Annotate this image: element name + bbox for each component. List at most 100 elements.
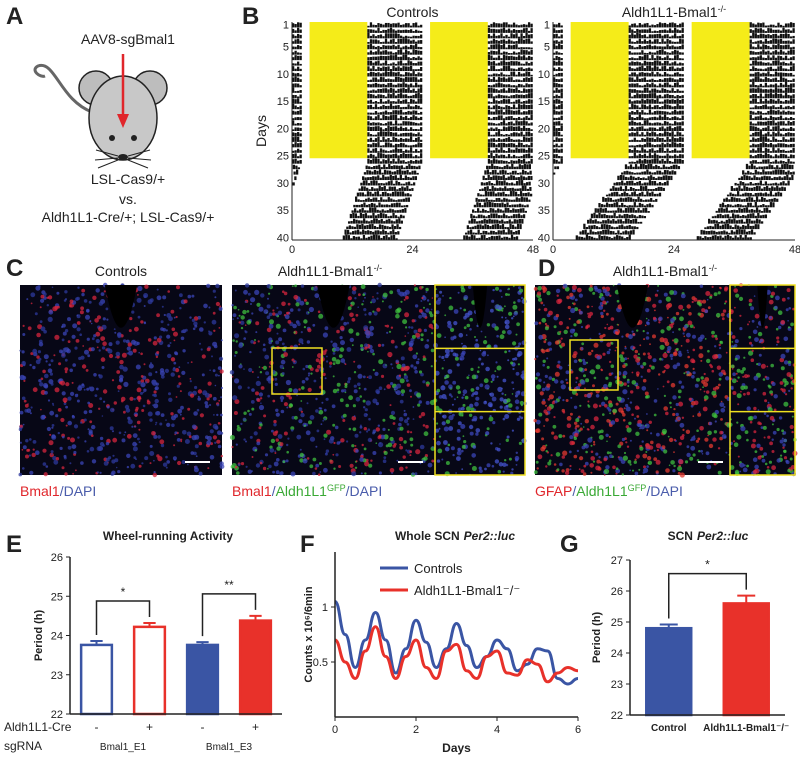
cell-signal bbox=[200, 348, 203, 351]
cell-signal bbox=[359, 431, 362, 434]
activity-bar bbox=[634, 218, 638, 224]
activity-bar bbox=[415, 77, 418, 82]
activity-bar bbox=[489, 208, 492, 213]
light-phase bbox=[430, 22, 488, 159]
activity-bar bbox=[351, 210, 354, 213]
activity-bar bbox=[784, 133, 788, 137]
cell-signal bbox=[363, 447, 367, 451]
activity-bar bbox=[527, 131, 531, 137]
activity-bar bbox=[653, 122, 657, 126]
activity-bar bbox=[520, 38, 523, 44]
activity-bar bbox=[777, 191, 780, 197]
activity-bar bbox=[553, 58, 556, 61]
activity-bar bbox=[500, 109, 503, 115]
activity-bar bbox=[384, 66, 388, 72]
activity-bar bbox=[779, 133, 783, 137]
activity-bar bbox=[487, 87, 491, 93]
activity-bar bbox=[631, 89, 634, 93]
activity-bar bbox=[777, 85, 780, 88]
activity-bar bbox=[365, 204, 369, 208]
cell-signal bbox=[245, 465, 248, 468]
activity-bar bbox=[512, 61, 516, 66]
cell-signal bbox=[232, 395, 238, 401]
activity-bar bbox=[656, 33, 659, 39]
activity-bar bbox=[638, 172, 641, 175]
activity-bar bbox=[660, 167, 663, 170]
cell-signal bbox=[64, 290, 68, 294]
cell-signal bbox=[137, 380, 141, 385]
activity-bar bbox=[774, 50, 778, 55]
cell-signal bbox=[430, 348, 435, 353]
activity-bar bbox=[622, 189, 625, 191]
activity-bar bbox=[749, 107, 752, 110]
activity-bar bbox=[521, 185, 524, 191]
cell-signal bbox=[42, 369, 46, 374]
activity-bar bbox=[492, 57, 496, 61]
cell-signal bbox=[147, 411, 153, 417]
cell-signal bbox=[291, 285, 294, 287]
cell-signal bbox=[137, 395, 142, 400]
activity-bar bbox=[395, 165, 398, 170]
cell-signal bbox=[70, 391, 75, 396]
activity-bar bbox=[525, 105, 528, 110]
activity-bar bbox=[505, 22, 508, 28]
cell-signal bbox=[358, 293, 361, 297]
cell-signal bbox=[31, 452, 36, 458]
activity-bar bbox=[355, 236, 358, 240]
activity-bar bbox=[392, 145, 395, 148]
activity-bar bbox=[619, 208, 623, 213]
activity-bar bbox=[681, 28, 684, 33]
activity-bar bbox=[789, 72, 793, 77]
activity-bar bbox=[779, 82, 783, 88]
activity-bar bbox=[386, 226, 389, 230]
cell-signal bbox=[175, 315, 178, 319]
activity-bar bbox=[392, 123, 395, 126]
cell-signal bbox=[314, 467, 318, 470]
activity-bar bbox=[587, 219, 590, 224]
cell-signal bbox=[390, 326, 394, 329]
activity-bar bbox=[527, 51, 531, 55]
activity-bar bbox=[396, 224, 399, 230]
activity-bar bbox=[769, 142, 773, 148]
activity-bar bbox=[754, 160, 757, 164]
activity-bar bbox=[784, 144, 788, 148]
activity-bar bbox=[642, 163, 645, 170]
activity-bar bbox=[525, 47, 528, 50]
activity-bar bbox=[387, 89, 390, 93]
activity-bar bbox=[382, 29, 385, 33]
activity-bar bbox=[374, 77, 378, 82]
activity-bar bbox=[495, 109, 498, 115]
cell-signal bbox=[321, 401, 324, 404]
cell-signal bbox=[81, 288, 86, 293]
activity-bar bbox=[490, 55, 493, 61]
activity-bar bbox=[508, 183, 511, 186]
activity-bar bbox=[374, 122, 378, 126]
activity-bar bbox=[762, 96, 765, 99]
activity-bar bbox=[789, 61, 793, 66]
y-tick-label: 1 bbox=[283, 20, 289, 32]
activity-bar bbox=[674, 99, 677, 104]
activity-bar bbox=[292, 132, 295, 137]
activity-bar bbox=[520, 160, 523, 164]
activity-bar bbox=[404, 193, 407, 197]
activity-bar bbox=[397, 76, 400, 82]
activity-bar bbox=[391, 191, 395, 197]
activity-bar bbox=[668, 105, 672, 110]
activity-bar bbox=[507, 154, 511, 159]
activity-bar bbox=[782, 137, 785, 142]
activity-bar bbox=[530, 28, 533, 33]
cell-signal bbox=[250, 340, 254, 344]
activity-bar bbox=[485, 182, 489, 186]
activity-bar bbox=[483, 218, 486, 224]
cell-signal bbox=[372, 352, 375, 356]
activity-bar bbox=[527, 71, 531, 77]
activity-bar bbox=[385, 199, 388, 202]
cell-signal bbox=[357, 306, 360, 309]
activity-bar bbox=[583, 223, 586, 230]
activity-bar bbox=[648, 117, 652, 121]
activity-bar bbox=[621, 236, 624, 240]
activity-bar bbox=[758, 186, 761, 191]
activity-bar bbox=[767, 28, 770, 33]
activity-bar bbox=[485, 216, 488, 219]
activity-bar bbox=[497, 35, 501, 39]
